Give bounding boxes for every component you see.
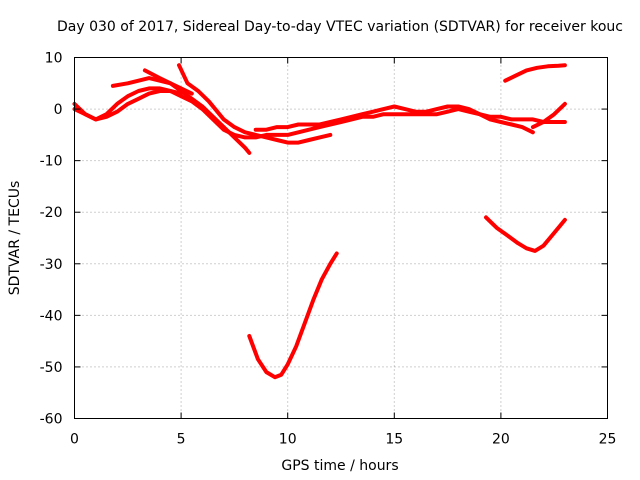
x-tick-label: 15 — [385, 432, 403, 448]
x-tick-label: 20 — [492, 432, 510, 448]
series-group — [72, 63, 567, 380]
y-tick-label: -60 — [40, 412, 63, 428]
x-tick-label: 25 — [599, 432, 617, 448]
y-tick-label: -40 — [40, 308, 63, 324]
series-line-arc-5 — [177, 63, 333, 145]
series-line-arc-8 — [484, 215, 567, 253]
x-tick-label: 5 — [177, 432, 186, 448]
y-tick-label: 0 — [54, 102, 63, 118]
y-tick-label: -10 — [40, 154, 63, 170]
ticks — [74, 57, 608, 419]
series-line-arc-9 — [503, 63, 567, 83]
y-tick-label: -20 — [40, 205, 63, 221]
chart-title: Day 030 of 2017, Sidereal Day-to-day VTE… — [57, 19, 623, 35]
grid — [74, 57, 608, 419]
x-tick-label: 0 — [70, 432, 79, 448]
x-axis-label: GPS time / hours — [281, 458, 398, 474]
tick-labels: 0 5 10 15 20 25 10 0 -10 -20 -30 -40 -50 -60 — [40, 51, 617, 448]
y-tick-label: 10 — [45, 51, 63, 67]
series-line-arc-10 — [530, 101, 567, 130]
x-tick-label: 10 — [279, 432, 297, 448]
y-tick-label: -30 — [40, 257, 63, 273]
series-line-arc-6 — [253, 104, 535, 135]
y-tick-label: -50 — [40, 360, 63, 376]
series-line-arc-4 — [142, 68, 252, 155]
y-axis-label: SDTVAR / TECUs — [7, 181, 23, 296]
series-line-arc-2 — [72, 89, 184, 122]
plot-frame — [74, 57, 608, 419]
series-line-arc-7 — [247, 251, 339, 380]
